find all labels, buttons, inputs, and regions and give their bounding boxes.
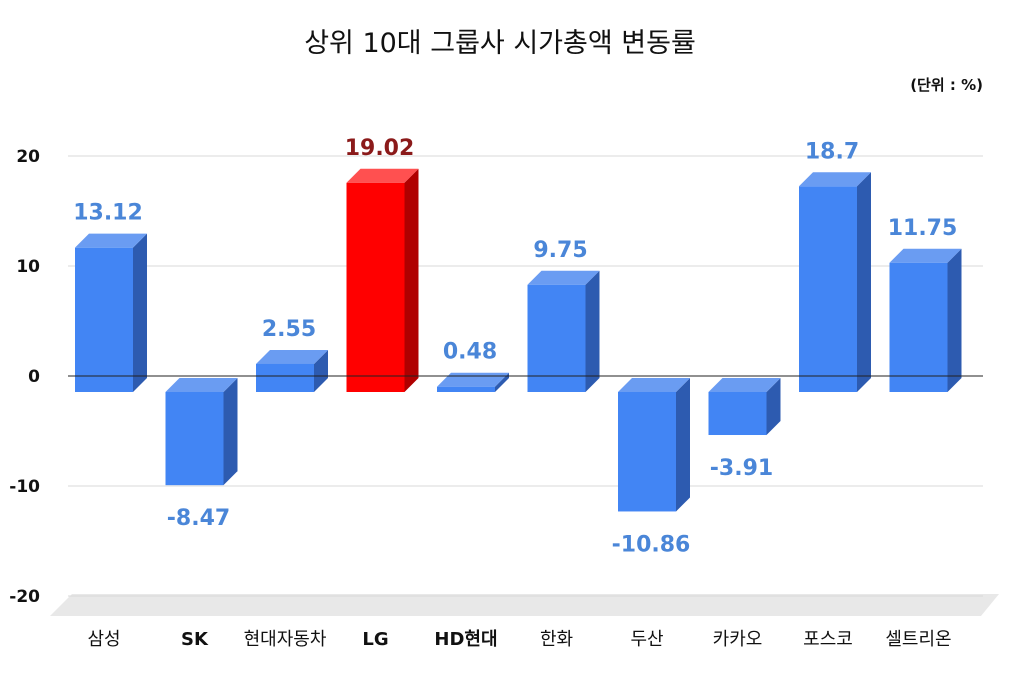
bar: [708, 378, 781, 436]
bar-side: [495, 372, 509, 392]
bar-side: [223, 378, 238, 486]
x-tick-label: 한화: [540, 629, 573, 650]
x-tick-label: LG: [362, 629, 388, 650]
x-tick-label: 셀트리온: [885, 629, 951, 650]
x-tick-label: 현대자동차: [244, 629, 327, 650]
bar-front: [256, 363, 314, 392]
bar-front: [527, 284, 586, 392]
bar-side: [585, 270, 600, 392]
data-label: -3.91: [710, 456, 773, 481]
bar-front: [799, 186, 857, 392]
bar-top: [889, 248, 962, 263]
value-labels: 13.12 -8.47 2.55 19.02 0.48 9.75 -10.86 -3.91 18…: [73, 136, 957, 558]
bar-front: [165, 392, 224, 486]
bar: [799, 172, 871, 392]
bar-front: [75, 247, 133, 392]
y-axis: 20 10 0 -10 -20: [9, 147, 40, 607]
bar-front: [437, 386, 495, 392]
bar-front: [346, 182, 405, 392]
y-tick-label: -20: [9, 587, 40, 607]
bar-front: [708, 392, 767, 436]
bar-side: [766, 378, 781, 436]
x-tick-label: 삼성: [87, 629, 120, 650]
bar: [889, 248, 962, 392]
bar-side: [404, 168, 419, 392]
bar-top: [799, 172, 871, 187]
y-tick-label: 20: [16, 147, 40, 167]
bar-side: [676, 378, 690, 512]
chart-title: 상위 10대 그룹사 시가총액 변동률: [304, 28, 696, 59]
data-label: 19.02: [345, 136, 415, 161]
bar: [527, 270, 600, 392]
bar: [346, 168, 419, 392]
y-tick-label: 10: [16, 257, 40, 277]
data-label: -10.86: [612, 532, 691, 557]
bar: [618, 378, 690, 512]
bar: [75, 233, 147, 392]
bar-top: [618, 378, 690, 392]
bar-top: [708, 378, 781, 392]
data-label: 18.7: [805, 139, 859, 164]
bars: [75, 168, 962, 512]
bar-top: [256, 349, 328, 364]
x-tick-label: HD현대: [434, 629, 497, 650]
bar: [256, 349, 328, 392]
bar-front: [889, 262, 948, 392]
x-axis: 삼성 SK 현대자동차 LG HD현대 한화 두산 카카오 포스코 셀트리온: [87, 629, 951, 650]
bar-front: [618, 392, 676, 512]
bar: [165, 378, 238, 486]
bar-top: [165, 378, 238, 392]
bar-top: [346, 168, 419, 183]
data-label: 9.75: [533, 238, 587, 263]
chart-floor: [50, 594, 999, 616]
x-tick-label: 포스코: [803, 629, 853, 650]
bar-side: [947, 248, 962, 392]
bar-side: [133, 233, 147, 392]
y-tick-label: 0: [28, 367, 40, 387]
bar-top: [75, 233, 147, 248]
unit-label: (단위 : %): [910, 76, 983, 94]
data-label: -8.47: [167, 506, 230, 531]
bar-top: [527, 270, 600, 285]
x-tick-label: 두산: [630, 629, 663, 650]
data-label: 13.12: [73, 201, 143, 226]
bar-side: [314, 349, 328, 392]
data-label: 2.55: [262, 317, 316, 342]
data-label: 0.48: [443, 340, 497, 365]
bar-side: [857, 172, 871, 392]
y-tick-label: -10: [9, 477, 40, 497]
x-tick-label: 카카오: [713, 629, 763, 650]
x-tick-label: SK: [181, 629, 209, 650]
data-label: 11.75: [888, 216, 958, 241]
